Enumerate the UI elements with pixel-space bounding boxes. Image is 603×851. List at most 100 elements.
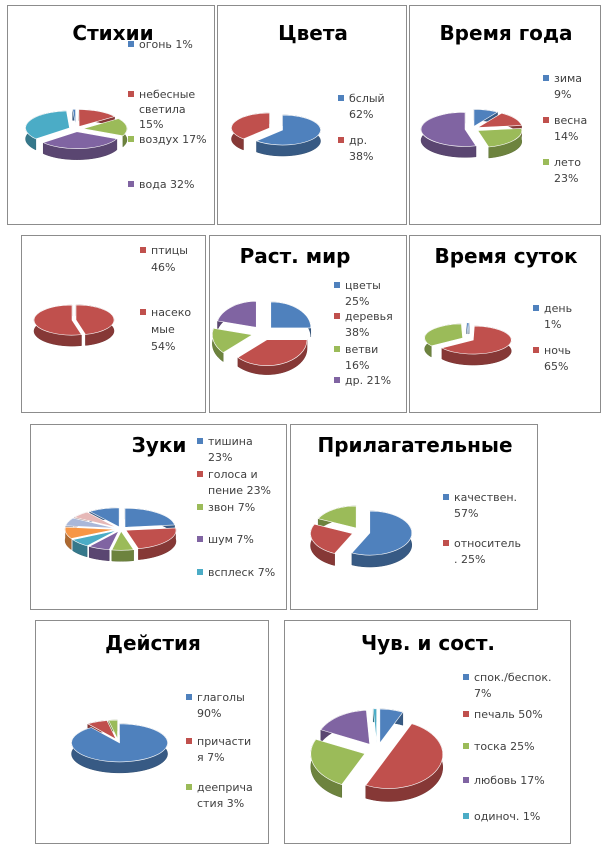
pie-slice [72,108,77,127]
pie-chart: Дейстия глаголы 90% причасти я 7% дееприча сти… [71,631,253,810]
pie-slice [473,109,499,127]
legend-label: бслый 62% [349,92,385,121]
pie-slice [88,530,120,551]
pie-slices [231,112,321,157]
pie-chart: Раст. мир цветы 25%деревья 38% ветви 16% др. 2… [212,244,393,387]
legend-swatch [543,159,549,165]
legend-swatch [334,377,340,383]
pie-slice [231,112,270,140]
pie-slice [477,128,523,148]
chart-panel: Стихии огонь 1% небесные светила 15% воздух 1… [7,5,215,225]
pie-slice [379,708,404,744]
pie-slice [64,526,116,539]
pie-slice [320,709,371,745]
pie-chart: Цвета бслый 62% др. 38% [231,21,385,163]
legend-swatch [463,743,469,749]
pie-slice [42,131,118,149]
pie-slice [71,723,168,763]
legend-label: день 1% [544,302,572,331]
pie-slice [255,114,321,146]
chart-panel: Прилагательные качествен. 57% относитель. 2… [290,424,538,610]
legend-swatch [443,494,449,500]
chart-panel: Цвета бслый 62% др. 38% [217,5,407,225]
legend-label: причасти я 7% [197,735,251,764]
legend-label: дееприча стия 3% [197,781,253,810]
legend-label: всплеск 7% [208,566,275,579]
chart-title: Время года [439,21,572,45]
pie-slice [33,304,82,336]
legend-swatch [543,75,549,81]
legend-label: относитель. 25% [454,537,521,566]
chart-title: Дейстия [105,631,201,655]
legend-label: ветви 16% [345,343,378,372]
pie-chart: птицы 46% насеко мые 54% [33,244,191,353]
legend-swatch [128,91,134,97]
legend-swatch [533,347,539,353]
pie-slice [351,510,413,556]
pie-slice [424,323,463,347]
legend-swatch [186,784,192,790]
pie-slice [111,530,135,551]
legend-swatch [140,247,146,253]
pie-slice-side [111,549,134,562]
legend-swatch [463,813,469,819]
legend-label: насеко мые 54% [151,306,191,353]
pie-slice [365,723,443,789]
legend-swatch [543,117,549,123]
legend-label: цветы 25% [345,279,381,308]
pie-slice [88,507,120,528]
legend-label: птицы 46% [151,244,188,274]
pie-slice [441,325,512,355]
legend-swatch [186,694,192,700]
chart-panel: Время года зима 9% весна 14% лето 23% [409,5,601,225]
chart-panel: Дейстия глаголы 90% причасти я 7% дееприча сти… [35,620,269,844]
legend-label: весна 14% [554,114,587,143]
legend-label: тоска 25% [474,740,535,753]
pie-slice [25,110,70,140]
legend-swatch [197,471,203,477]
pie-slice [466,322,470,337]
legend-swatch [334,346,340,352]
chart-title: Прилагательные [317,433,512,457]
pie-slices [310,708,444,802]
chart-panel: птицы 46% насеко мые 54% [21,235,206,413]
pie-slice [73,511,117,528]
legend-swatch [334,313,340,319]
legend-label: звон 7% [208,501,255,514]
chart-title: Стихии [72,21,153,45]
legend-swatch [533,305,539,311]
legend-label: небесные светила 15% [139,88,195,131]
legend-swatch [463,674,469,680]
pie-slice [108,719,118,740]
pie-slice [125,527,177,550]
pie-slice [477,112,522,128]
legend-swatch [197,569,203,575]
pie-slice [78,109,116,127]
pie-chart: Чув. и сост. спок./беспок. 7% печаль 50% тос… [310,631,551,823]
pie-slice [65,517,116,529]
legend-label: глаголы 90% [197,691,245,720]
legend-label: деревья 38% [345,310,393,339]
legend-swatch [443,540,449,546]
pie-slices [310,505,413,568]
pie-slice [372,708,377,743]
chart-panel: Время суток день 1% ночь 65% [409,235,601,413]
chart-title: Зуки [132,433,187,457]
pie-slices [71,719,168,774]
legend-label: зима 9% [554,72,582,101]
chart-title: Цвета [278,21,348,45]
pie-slice [217,301,257,328]
pie-chart: Время суток день 1% ночь 65% [424,244,578,373]
legend-label: любовь 17% [474,774,545,787]
legend-swatch [128,41,134,47]
legend-swatch [463,777,469,783]
pie-chart: Прилагательные качествен. 57% относитель. 2… [310,433,521,568]
pie-slices [25,108,128,160]
pie-slice [237,339,308,366]
legend-swatch [128,181,134,187]
legend-swatch [338,95,344,101]
legend-label: одиноч. 1% [474,810,540,823]
legend-swatch [338,137,344,143]
chart-panel: Чув. и сост. спок./беспок. 7% печаль 50% тос… [284,620,571,844]
pie-slice [75,304,115,335]
